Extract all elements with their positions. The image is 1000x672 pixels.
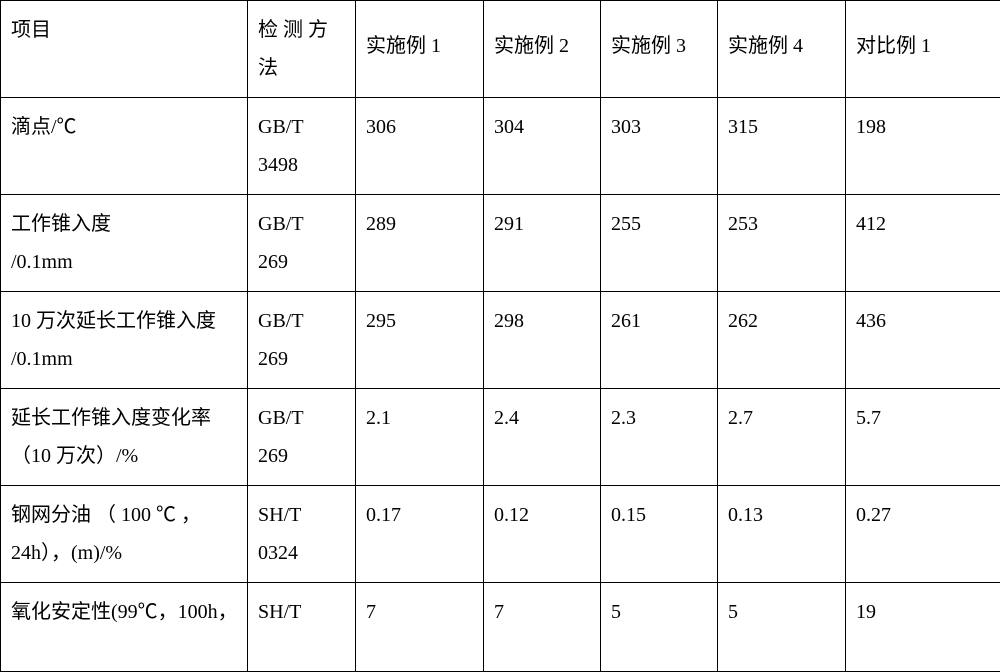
row-method: GB/T269 xyxy=(248,195,356,292)
cell: 262 xyxy=(718,292,846,389)
header-label: 实施例 2 xyxy=(494,35,569,57)
col-header-ex3: 实施例 3 xyxy=(601,1,718,98)
col-header-item: 项目 xyxy=(1,1,248,98)
cell: 304 xyxy=(484,98,601,195)
row-method: SH/T0324 xyxy=(248,486,356,583)
cell: 5 xyxy=(601,583,718,672)
cell: 295 xyxy=(356,292,484,389)
cell: 412 xyxy=(846,195,1000,292)
row-label: 延长工作锥入度变化率（10 万次）/% xyxy=(1,389,248,486)
table-row: 工作锥入度/0.1mm GB/T269 289 291 255 253 412 xyxy=(1,195,1000,292)
row-method: GB/T3498 xyxy=(248,98,356,195)
col-header-ex1: 实施例 1 xyxy=(356,1,484,98)
cell: 0.17 xyxy=(356,486,484,583)
cell: 291 xyxy=(484,195,601,292)
header-label: 法 xyxy=(258,57,278,79)
cell: 0.15 xyxy=(601,486,718,583)
cell: 7 xyxy=(356,583,484,672)
header-label: 检 测 方 xyxy=(258,19,328,41)
cell: 261 xyxy=(601,292,718,389)
col-header-ex4: 实施例 4 xyxy=(718,1,846,98)
cell: 198 xyxy=(846,98,1000,195)
cell: 436 xyxy=(846,292,1000,389)
header-label: 对比例 1 xyxy=(856,35,931,57)
cell: 303 xyxy=(601,98,718,195)
cell: 19 xyxy=(846,583,1000,672)
cell: 5.7 xyxy=(846,389,1000,486)
cell: 253 xyxy=(718,195,846,292)
cell: 0.13 xyxy=(718,486,846,583)
cell: 0.27 xyxy=(846,486,1000,583)
row-method: SH/T xyxy=(248,583,356,672)
data-table: 项目 检 测 方法 实施例 1 实施例 2 实施例 3 实施例 4 对比例 1 … xyxy=(0,0,1000,672)
cell: 5 xyxy=(718,583,846,672)
table-row: 滴点/℃ GB/T3498 306 304 303 315 198 xyxy=(1,98,1000,195)
cell: 7 xyxy=(484,583,601,672)
cell: 255 xyxy=(601,195,718,292)
header-label: 实施例 4 xyxy=(728,35,803,57)
cell: 2.7 xyxy=(718,389,846,486)
table-row: 氧化安定性(99℃，100h， SH/T 7 7 5 5 19 xyxy=(1,583,1000,672)
row-method: GB/T269 xyxy=(248,389,356,486)
row-label: 10 万次延长工作锥入度/0.1mm xyxy=(1,292,248,389)
row-label: 滴点/℃ xyxy=(1,98,248,195)
col-header-method: 检 测 方法 xyxy=(248,1,356,98)
header-label: 实施例 1 xyxy=(366,35,441,57)
col-header-cmp1: 对比例 1 xyxy=(846,1,1000,98)
cell: 0.12 xyxy=(484,486,601,583)
row-label: 钢网分油 （ 100 ℃ ，24h），(m)/% xyxy=(1,486,248,583)
table-row: 钢网分油 （ 100 ℃ ，24h），(m)/% SH/T0324 0.17 0… xyxy=(1,486,1000,583)
cell: 289 xyxy=(356,195,484,292)
header-label: 项目 xyxy=(11,19,51,41)
row-method: GB/T269 xyxy=(248,292,356,389)
cell: 2.1 xyxy=(356,389,484,486)
row-label: 氧化安定性(99℃，100h， xyxy=(1,583,248,672)
table-header-row: 项目 检 测 方法 实施例 1 实施例 2 实施例 3 实施例 4 对比例 1 xyxy=(1,1,1000,98)
col-header-ex2: 实施例 2 xyxy=(484,1,601,98)
cell: 298 xyxy=(484,292,601,389)
cell: 306 xyxy=(356,98,484,195)
cell: 2.3 xyxy=(601,389,718,486)
header-label: 实施例 3 xyxy=(611,35,686,57)
table-row: 10 万次延长工作锥入度/0.1mm GB/T269 295 298 261 2… xyxy=(1,292,1000,389)
row-label: 工作锥入度/0.1mm xyxy=(1,195,248,292)
table-row: 延长工作锥入度变化率（10 万次）/% GB/T269 2.1 2.4 2.3 … xyxy=(1,389,1000,486)
cell: 2.4 xyxy=(484,389,601,486)
cell: 315 xyxy=(718,98,846,195)
